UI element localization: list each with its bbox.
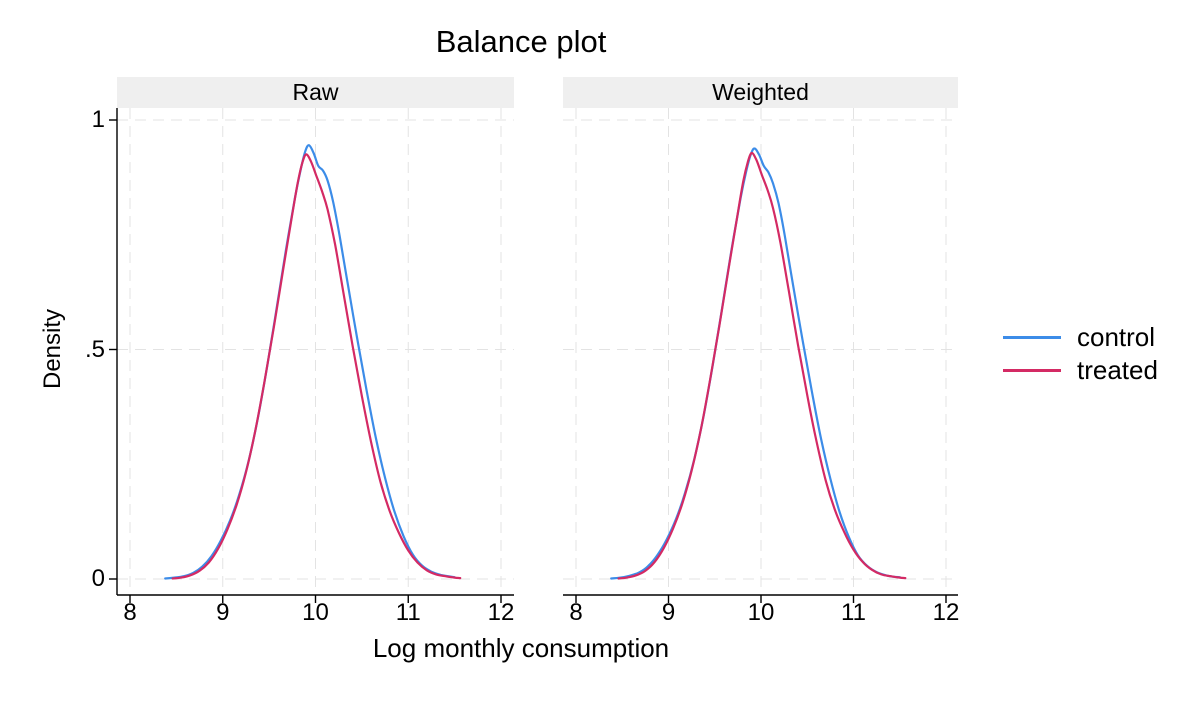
density-curve-control-raw (164, 144, 456, 580)
chart-title: Balance plot (435, 24, 607, 59)
x-axis-title: Log monthly consumption (372, 633, 670, 663)
x-tick-label: 9 (661, 599, 676, 626)
x-tick-label: 11 (395, 599, 421, 626)
density-curve-control-weighted (610, 147, 901, 580)
panel-header-raw: Raw (117, 77, 514, 108)
y-tick-label: 0 (91, 565, 105, 592)
x-tick-label: 12 (932, 599, 960, 626)
legend-line-control (1003, 335, 1061, 339)
legend-line-treated (1003, 368, 1061, 372)
density-curve-treated-weighted (617, 151, 907, 580)
x-tick-label: 11 (841, 599, 866, 626)
panel-header-weighted: Weighted (563, 77, 958, 108)
legend: control treated (1003, 321, 1158, 385)
legend-label-treated: treated (1077, 354, 1158, 385)
y-tick-label: 1 (91, 106, 105, 133)
x-tick-label: 9 (216, 599, 230, 626)
x-tick-label: 12 (487, 599, 515, 626)
y-tick-label: .5 (84, 335, 105, 363)
x-tick-label: 8 (569, 599, 583, 626)
x-tick-label: 10 (747, 599, 775, 626)
x-tick-label: 8 (123, 599, 137, 626)
density-curve-treated-raw (171, 153, 462, 580)
legend-label-control: control (1077, 321, 1156, 352)
legend-item-control: control (1003, 321, 1158, 352)
x-tick-label: 10 (302, 599, 329, 626)
legend-item-treated: treated (1003, 354, 1158, 385)
